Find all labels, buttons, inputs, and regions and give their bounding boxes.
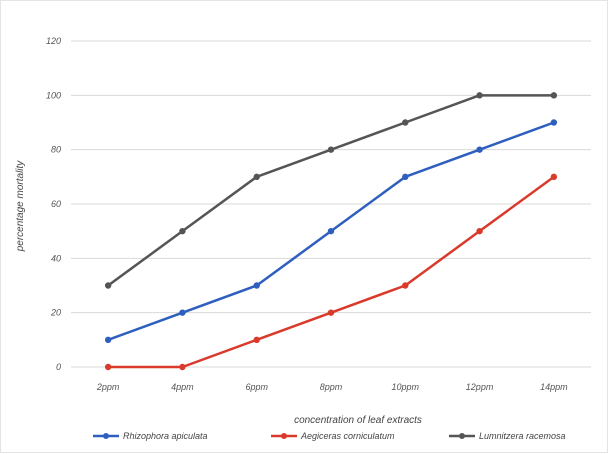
y-tick-label: 40 <box>51 253 61 263</box>
y-tick-labels: 0 20 40 60 80 100 120 <box>46 36 61 372</box>
data-point <box>179 309 186 316</box>
x-tick-label: 12ppm <box>466 382 494 392</box>
data-point <box>550 119 558 126</box>
data-point <box>402 173 409 181</box>
legend-marker <box>459 433 465 439</box>
x-tick-label: 8ppm <box>320 382 343 392</box>
series-0 <box>104 119 558 344</box>
x-tick-label: 6ppm <box>245 382 268 392</box>
data-point <box>476 146 483 153</box>
legend-label: Lumnitzera racemosa <box>479 431 566 441</box>
x-tick-label: 2ppm <box>96 382 120 392</box>
data-point <box>104 336 112 344</box>
x-tick-label: 10ppm <box>392 382 420 392</box>
data-point <box>327 309 335 316</box>
series-line <box>108 175 555 369</box>
legend-item: Rhizophora apiculata <box>93 431 208 441</box>
y-axis-title: percentage mortality <box>15 160 26 253</box>
data-point <box>402 282 409 289</box>
y-tick-label: 120 <box>46 36 61 46</box>
series-line <box>107 94 554 287</box>
data-point <box>179 227 186 235</box>
y-tick-label: 100 <box>46 90 61 100</box>
legend: Rhizophora apiculata Aegiceras corniculat… <box>93 431 566 441</box>
data-point <box>179 363 186 371</box>
data-point <box>550 92 558 99</box>
legend-marker <box>281 433 287 439</box>
data-point <box>104 363 112 371</box>
series-2 <box>104 92 558 289</box>
y-tick-label: 0 <box>56 362 61 372</box>
legend-item: Aegiceras corniculatum <box>271 431 395 441</box>
data-point <box>253 173 260 181</box>
x-axis-title: concentration of leaf extracts <box>294 415 422 426</box>
data-point <box>476 227 483 235</box>
data-point <box>104 282 112 289</box>
legend-item: Lumnitzera racemosa <box>449 431 566 441</box>
x-tick-labels: 2ppm 4ppm 6ppm 8ppm 10ppm 12ppm 14ppm <box>96 382 568 392</box>
y-tick-label: 80 <box>51 145 61 155</box>
data-point <box>476 92 483 99</box>
series-1 <box>104 173 558 371</box>
y-tick-label: 20 <box>50 308 61 318</box>
data-point <box>327 227 335 235</box>
data-point <box>253 282 260 289</box>
data-point <box>253 336 260 344</box>
series-lines <box>104 92 558 371</box>
y-tick-label: 60 <box>51 199 61 209</box>
gridlines <box>71 40 591 368</box>
data-point <box>327 146 335 153</box>
legend-label: Aegiceras corniculatum <box>300 431 395 441</box>
x-tick-label: 4ppm <box>171 382 194 392</box>
data-point <box>550 173 558 181</box>
legend-label: Rhizophora apiculata <box>123 431 208 441</box>
x-tick-label: 14ppm <box>540 382 568 392</box>
data-point <box>402 119 409 126</box>
legend-marker <box>103 433 109 439</box>
